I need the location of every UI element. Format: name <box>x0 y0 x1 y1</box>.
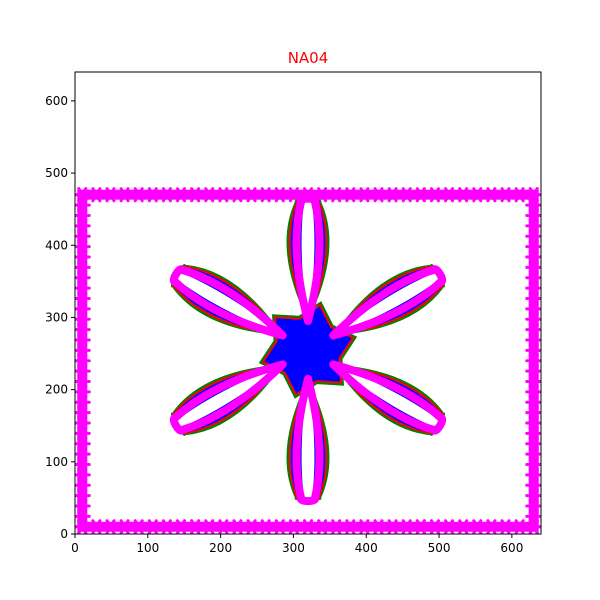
border-marker <box>454 187 472 203</box>
border-marker <box>130 519 148 534</box>
flower-petal-hole <box>175 364 283 429</box>
border-marker <box>426 187 444 203</box>
border-marker <box>271 187 289 203</box>
axes-frame <box>74 71 542 535</box>
flower-petal-outline <box>292 194 324 325</box>
border-marker <box>398 187 416 203</box>
border-marker <box>468 519 486 534</box>
border-marker <box>200 519 218 534</box>
border-marker <box>101 519 119 534</box>
x-tick-label: 100 <box>136 541 159 555</box>
border-marker <box>172 519 190 534</box>
border-marker <box>101 187 119 203</box>
border-marker <box>454 519 472 534</box>
border-marker <box>398 519 416 534</box>
border-marker <box>285 187 303 203</box>
border-marker <box>370 187 388 203</box>
y-tick-label: 400 <box>45 238 68 252</box>
border-marker <box>327 519 345 534</box>
border-marker <box>370 519 388 534</box>
y-tick-label: 100 <box>45 455 68 469</box>
border-marker <box>243 187 261 203</box>
y-tick-label: 200 <box>45 383 68 397</box>
border-marker <box>355 187 373 203</box>
border-marker <box>299 519 317 534</box>
y-tick-label: 300 <box>45 310 68 324</box>
border-marker <box>214 187 232 203</box>
border-marker <box>158 519 176 534</box>
border-marker <box>482 187 500 203</box>
border-marker <box>228 187 246 203</box>
border-marker <box>144 519 162 534</box>
y-tick-label: 500 <box>45 166 68 180</box>
flower-layer-3 <box>169 194 447 506</box>
border-marker <box>525 187 541 203</box>
border-marker <box>158 187 176 203</box>
border-marker <box>426 519 444 534</box>
flower-petal-outline <box>329 360 447 435</box>
border-marker <box>271 519 289 534</box>
x-tick-label: 0 <box>71 541 79 555</box>
plot-area <box>75 187 541 534</box>
border-marker <box>511 519 529 534</box>
y-tick-label: 0 <box>60 527 68 541</box>
border-marker <box>497 187 515 203</box>
border-marker <box>186 519 204 534</box>
flower-petal-outline <box>292 374 324 506</box>
x-tick-label: 200 <box>209 541 232 555</box>
x-tick-label: 500 <box>428 541 451 555</box>
flower-petal-hole <box>175 271 283 336</box>
border-marker <box>285 519 303 534</box>
flower-petal-outline <box>169 265 287 340</box>
flower-petal-hole <box>333 271 441 336</box>
y-axis: 0 100 200 300 400 500 600 <box>45 94 75 541</box>
border-series <box>75 187 541 534</box>
y-tick-label: 600 <box>45 94 68 108</box>
chart-title: NA04 <box>288 49 329 67</box>
border-marker <box>200 187 218 203</box>
border-marker <box>341 187 359 203</box>
border-marker <box>186 187 204 203</box>
border-marker <box>327 187 345 203</box>
border-marker <box>87 187 105 203</box>
border-marker <box>412 187 430 203</box>
border-marker <box>257 519 275 534</box>
flower-series <box>169 194 447 506</box>
x-tick-label: 600 <box>500 541 523 555</box>
border-marker <box>341 519 359 534</box>
border-marker <box>313 187 331 203</box>
border-marker <box>511 187 529 203</box>
border-marker <box>468 187 486 203</box>
border-marker <box>144 187 162 203</box>
flower-petal-outline <box>169 360 287 435</box>
border-marker <box>172 187 190 203</box>
border-marker <box>440 187 458 203</box>
border-marker <box>257 187 275 203</box>
border-marker <box>130 187 148 203</box>
border-marker <box>525 519 541 534</box>
border-marker <box>355 519 373 534</box>
border-marker <box>440 519 458 534</box>
border-marker <box>228 519 246 534</box>
border-marker <box>243 519 261 534</box>
border-marker <box>497 519 515 534</box>
x-axis: 0 100 200 300 400 500 600 <box>71 534 523 555</box>
border-marker <box>384 187 402 203</box>
border-marker <box>116 187 134 203</box>
border-marker <box>482 519 500 534</box>
flower-petal-hole <box>333 364 441 429</box>
x-tick-label: 300 <box>282 541 305 555</box>
border-marker <box>313 519 331 534</box>
border-marker <box>384 519 402 534</box>
border-marker <box>87 519 105 534</box>
flower-hub <box>264 306 352 394</box>
border-marker <box>412 519 430 534</box>
x-tick-label: 400 <box>355 541 378 555</box>
border-marker <box>214 519 232 534</box>
border-marker <box>75 519 91 534</box>
flower-petal-outline <box>329 265 447 340</box>
border-marker <box>116 519 134 534</box>
